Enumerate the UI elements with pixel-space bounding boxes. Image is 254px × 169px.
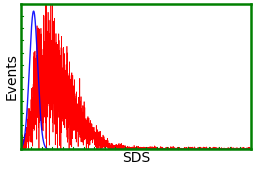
Y-axis label: Events: Events (4, 53, 18, 100)
X-axis label: SDS: SDS (121, 151, 149, 165)
